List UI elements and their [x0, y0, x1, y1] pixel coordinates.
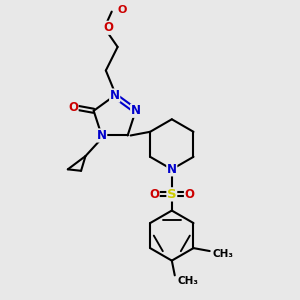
- Text: N: N: [97, 129, 107, 142]
- Text: O: O: [149, 188, 159, 201]
- Text: O: O: [184, 188, 194, 201]
- Text: CH₃: CH₃: [213, 249, 234, 259]
- Text: CH₃: CH₃: [178, 276, 199, 286]
- Text: N: N: [110, 89, 120, 102]
- Text: S: S: [167, 188, 177, 201]
- Text: O: O: [117, 5, 127, 15]
- Text: O: O: [68, 101, 78, 114]
- Text: O: O: [103, 21, 113, 34]
- Text: N: N: [167, 163, 177, 176]
- Text: N: N: [131, 104, 141, 117]
